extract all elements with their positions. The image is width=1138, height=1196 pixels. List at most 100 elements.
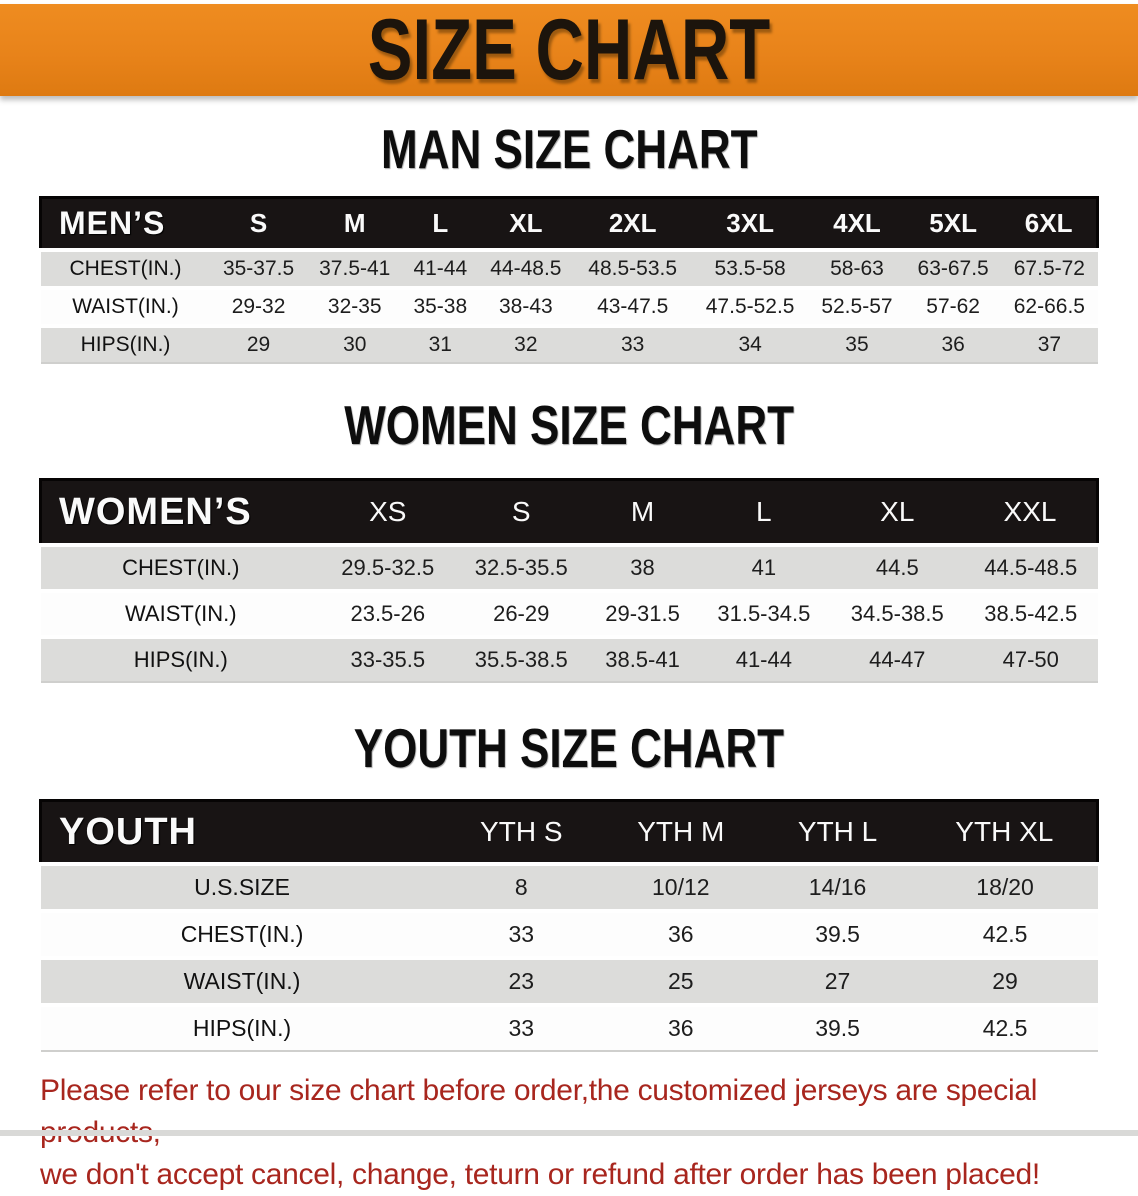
size-value-cell: 44.5	[875, 555, 919, 580]
size-value-cell: 37	[1037, 333, 1062, 356]
size-chart-page: { "banner": { "title": "SIZE CHART", "bg…	[0, 4, 1138, 1191]
women-size-column-header: L	[697, 479, 831, 545]
size-value-cell: 18/20	[976, 874, 1034, 900]
page-title: SIZE CHART	[311, 7, 827, 93]
size-value-cell: 29-32	[231, 295, 286, 318]
row-label: HIPS(IN.)	[80, 333, 171, 356]
size-value-cell: 35-38	[413, 295, 468, 318]
disclaimer-line-1: Please refer to our size chart before or…	[40, 1074, 1038, 1149]
youth-size-column-header: YTH L	[762, 800, 913, 864]
size-value-cell: 39.5	[815, 1015, 860, 1041]
women-size-column-header: XXL	[964, 479, 1098, 545]
size-value-cell: 38.5-41	[605, 647, 680, 672]
size-value-cell: 44.5-48.5	[984, 555, 1078, 580]
size-value-cell: 14/16	[808, 874, 867, 900]
youth-size-section: YOUTH SIZE CHART YOUTH YTH S YTH M YTH L YTH…	[0, 721, 1138, 1052]
women-size-table: WOMEN’S XS S M L XL XXL CHEST(IN.) 29.5-32.5 32.…	[39, 478, 1099, 683]
men-table-header-row: MEN’S S M L XL 2XL 3XL 4XL 5XL 6XL	[40, 197, 1098, 250]
size-value-cell: 35.5-38.5	[474, 647, 568, 672]
size-value-cell: 44-48.5	[490, 257, 562, 280]
youth-table-header: YOUTH YTH S YTH M YTH L YTH XL	[40, 800, 1098, 864]
size-value-cell: 31	[428, 333, 452, 356]
men-size-table: MEN’S S M L XL 2XL 3XL 4XL 5XL 6XL CHEST(IN.) 35-3…	[39, 196, 1099, 364]
size-value-cell: 33-35.5	[350, 647, 426, 672]
size-value-cell: 38	[630, 555, 655, 580]
size-value-cell: 39.5	[815, 921, 860, 947]
size-value-cell: 30	[343, 333, 367, 356]
row-label: CHEST(IN.)	[69, 257, 182, 280]
youth-section-title: YOUTH SIZE CHART	[0, 721, 1138, 776]
size-value-cell: 62-66.5	[1013, 295, 1085, 318]
size-value-cell: 27	[824, 968, 851, 994]
size-value-cell: 44-47	[869, 647, 926, 672]
size-value-cell: 25	[667, 968, 694, 994]
youth-measurement-row: U.S.SIZE 8 10/12 14/16 18/20	[40, 864, 1098, 911]
men-size-section: MAN SIZE CHART MEN’S S M L XL 2XL 3XL 4XL 5XL 6XL…	[0, 122, 1138, 364]
size-value-cell: 42.5	[982, 921, 1028, 947]
women-size-column-header: M	[587, 479, 698, 545]
size-value-cell: 58-63	[830, 257, 884, 280]
men-measurement-row: WAIST(IN.) 29-32 32-35 35-38 38-43 43-47.5 47.…	[40, 288, 1098, 326]
size-value-cell: 41	[751, 555, 777, 580]
men-size-column-header: 4XL	[808, 197, 906, 250]
women-size-section: WOMEN SIZE CHART WOMEN’S XS S M L XL XXL CHEST…	[0, 398, 1138, 683]
size-value-cell: 32	[514, 333, 538, 356]
row-label: U.S.SIZE	[194, 874, 290, 900]
men-size-column-header: 5XL	[905, 197, 1002, 250]
size-value-cell: 48.5-53.5	[588, 257, 678, 280]
size-value-cell: 53.5-58	[714, 257, 786, 280]
women-table-header: WOMEN’S XS S M L XL XXL	[40, 479, 1098, 545]
men-measurement-row: CHEST(IN.) 35-37.5 37.5-41 41-44 44-48.5 48.5…	[40, 250, 1098, 288]
size-value-cell: 52.5-57	[821, 295, 893, 318]
men-group-label: MEN’S	[40, 197, 211, 250]
page-title-text: SIZE CHART	[367, 2, 771, 98]
size-value-cell: 38.5-42.5	[984, 601, 1078, 626]
men-size-column-header: 6XL	[1001, 197, 1098, 250]
size-value-cell: 36	[667, 921, 694, 947]
women-size-column-header: XS	[321, 479, 455, 545]
men-size-column-header: 2XL	[573, 197, 692, 250]
youth-group-label: YOUTH	[40, 800, 444, 864]
men-table-body: CHEST(IN.) 35-37.5 37.5-41 41-44 44-48.5 48.5…	[40, 250, 1098, 363]
disclaimer-line-2: we don't accept cancel, change, teturn o…	[40, 1158, 1040, 1191]
size-value-cell: 47-50	[1002, 647, 1059, 672]
men-section-title: MAN SIZE CHART	[0, 122, 1138, 177]
size-value-cell: 41-44	[413, 257, 468, 280]
size-value-cell: 26-29	[493, 601, 550, 626]
men-size-column-header: M	[306, 197, 403, 250]
size-value-cell: 31.5-34.5	[717, 601, 811, 626]
youth-measurement-row: HIPS(IN.) 33 36 39.5 42.5	[40, 1005, 1098, 1051]
row-label: WAIST(IN.)	[124, 601, 237, 626]
youth-table-header-row: YOUTH YTH S YTH M YTH L YTH XL	[40, 800, 1098, 864]
men-size-column-header: S	[210, 197, 307, 250]
size-value-cell: 67.5-72	[1013, 257, 1085, 280]
size-value-cell: 63-67.5	[917, 257, 989, 280]
row-label: WAIST(IN.)	[183, 968, 301, 994]
men-measurement-row: HIPS(IN.) 29 30 31 32 33 34 35 36 37	[40, 326, 1098, 363]
men-section-title-text: MAN SIZE CHART	[380, 118, 758, 180]
size-value-cell: 37.5-41	[319, 257, 391, 280]
youth-size-column-header: YTH XL	[912, 800, 1098, 864]
size-value-cell: 33	[508, 1015, 535, 1041]
row-label: CHEST(IN.)	[180, 921, 304, 947]
youth-size-column-header: YTH M	[599, 800, 763, 864]
size-value-cell: 35-37.5	[222, 257, 295, 280]
size-value-cell: 35	[845, 333, 869, 356]
size-value-cell: 47.5-52.5	[705, 295, 795, 318]
size-value-cell: 34.5-38.5	[850, 601, 944, 626]
size-value-cell: 57-62	[926, 295, 980, 318]
youth-measurement-row: WAIST(IN.) 23 25 27 29	[40, 958, 1098, 1005]
youth-size-table: YOUTH YTH S YTH M YTH L YTH XL U.S.SIZE 8 10/1…	[39, 799, 1099, 1052]
youth-measurement-row: CHEST(IN.) 33 36 39.5 42.5	[40, 911, 1098, 958]
women-measurement-row: WAIST(IN.) 23.5-26 26-29 29-31.5 31.5-34.5 34…	[40, 591, 1098, 637]
row-label: HIPS(IN.)	[192, 1015, 292, 1041]
women-table-header-row: WOMEN’S XS S M L XL XXL	[40, 479, 1098, 545]
banner: SIZE CHART	[0, 4, 1138, 96]
row-label: HIPS(IN.)	[133, 647, 228, 672]
size-value-cell: 34	[738, 333, 762, 356]
size-value-cell: 29-31.5	[605, 601, 680, 626]
size-value-cell: 32-35	[327, 295, 382, 318]
size-value-cell: 38-43	[499, 295, 553, 318]
women-measurement-row: HIPS(IN.) 33-35.5 35.5-38.5 38.5-41 41-44 44-…	[40, 637, 1098, 682]
women-section-title-text: WOMEN SIZE CHART	[344, 394, 794, 456]
